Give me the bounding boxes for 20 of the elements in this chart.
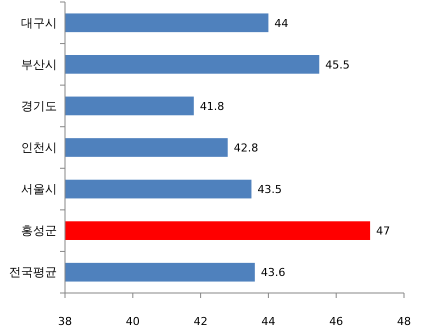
y-tick-label: 서울시 [21, 182, 57, 196]
x-tick-label: 48 [397, 315, 411, 328]
data-label: 43.5 [257, 183, 282, 196]
x-tick-label: 40 [126, 315, 140, 328]
y-tick-label: 부산시 [21, 57, 57, 72]
x-tick-label: 42 [194, 315, 208, 328]
data-label: 44 [274, 16, 288, 30]
y-tick-label: 홍성군 [21, 224, 57, 238]
data-label: 45.5 [325, 58, 350, 72]
data-label: 43.6 [260, 266, 286, 280]
y-tick-label: 전국평균 [9, 265, 57, 280]
y-tick-label: 대구시 [21, 16, 57, 30]
data-label: 42.8 [234, 142, 258, 154]
x-tick-label: 46 [329, 315, 344, 328]
x-tick-label: 38 [58, 315, 72, 328]
x-tick-label: 44 [261, 315, 276, 328]
y-tick-label: 경기도 [21, 98, 57, 113]
y-tick-label: 인천시 [21, 140, 57, 154]
data-label: 47 [376, 224, 390, 238]
data-label: 41.8 [200, 100, 224, 113]
